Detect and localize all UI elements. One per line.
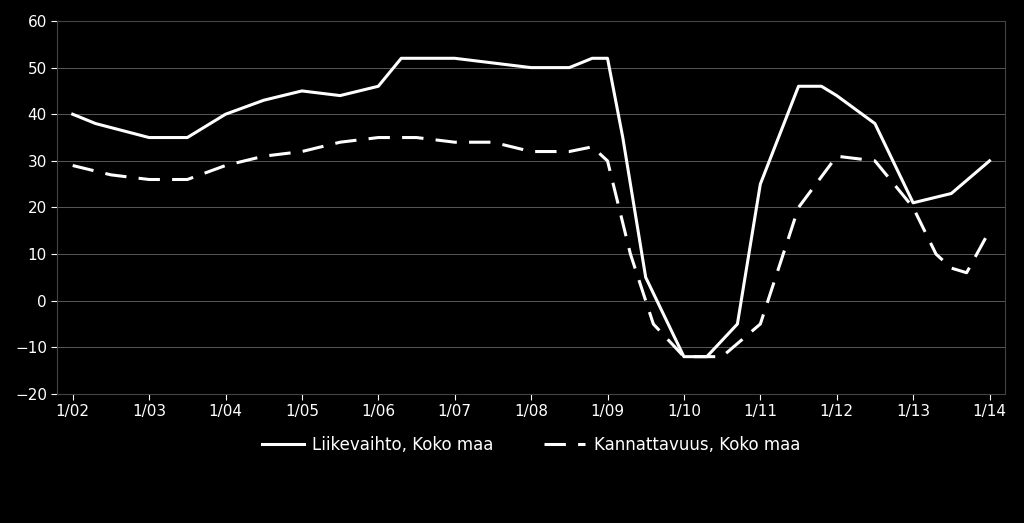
Liikevaihto, Koko maa — [983, 158, 995, 164]
Kannattavuus, Koko maa — [868, 158, 881, 164]
Liikevaihto, Koko maa — [258, 97, 270, 104]
Kannattavuus, Koko maa — [296, 149, 308, 155]
Kannattavuus, Koko maa — [411, 134, 423, 141]
Liikevaihto, Koko maa — [395, 55, 408, 61]
Legend: Liikevaihto, Koko maa, Kannattavuus, Koko maa: Liikevaihto, Koko maa, Kannattavuus, Kok… — [256, 429, 807, 460]
Liikevaihto, Koko maa — [219, 111, 231, 117]
Liikevaihto, Koko maa — [296, 88, 308, 94]
Liikevaihto, Koko maa — [815, 83, 827, 89]
Liikevaihto, Koko maa — [449, 55, 461, 61]
Kannattavuus, Koko maa — [219, 162, 231, 168]
Kannattavuus, Koko maa — [586, 144, 598, 150]
Liikevaihto, Koko maa — [678, 354, 690, 360]
Kannattavuus, Koko maa — [830, 153, 843, 160]
Liikevaihto, Koko maa — [616, 134, 629, 141]
Liikevaihto, Koko maa — [907, 200, 920, 206]
Kannattavuus, Koko maa — [449, 139, 461, 145]
Liikevaihto, Koko maa — [601, 55, 613, 61]
Line: Kannattavuus, Koko maa: Kannattavuus, Koko maa — [73, 138, 989, 357]
Kannattavuus, Koko maa — [104, 172, 117, 178]
Kannattavuus, Koko maa — [769, 274, 781, 280]
Kannattavuus, Koko maa — [143, 176, 156, 183]
Liikevaihto, Koko maa — [640, 274, 652, 280]
Kannattavuus, Koko maa — [754, 321, 766, 327]
Liikevaihto, Koko maa — [181, 134, 194, 141]
Kannattavuus, Koko maa — [930, 251, 942, 257]
Kannattavuus, Koko maa — [945, 265, 957, 271]
Kannattavuus, Koko maa — [372, 134, 384, 141]
Liikevaihto, Koko maa — [586, 55, 598, 61]
Kannattavuus, Koko maa — [983, 228, 995, 234]
Kannattavuus, Koko maa — [793, 204, 805, 211]
Kannattavuus, Koko maa — [181, 176, 194, 183]
Kannattavuus, Koko maa — [67, 162, 79, 168]
Kannattavuus, Koko maa — [647, 321, 659, 327]
Kannattavuus, Koko maa — [334, 139, 346, 145]
Liikevaihto, Koko maa — [89, 120, 101, 127]
Liikevaihto, Koko maa — [426, 55, 438, 61]
Liikevaihto, Koko maa — [486, 60, 499, 66]
Liikevaihto, Koko maa — [525, 64, 538, 71]
Line: Liikevaihto, Koko maa: Liikevaihto, Koko maa — [73, 58, 989, 357]
Kannattavuus, Koko maa — [525, 149, 538, 155]
Kannattavuus, Koko maa — [486, 139, 499, 145]
Kannattavuus, Koko maa — [625, 251, 637, 257]
Kannattavuus, Koko maa — [601, 158, 613, 164]
Kannattavuus, Koko maa — [907, 204, 920, 211]
Liikevaihto, Koko maa — [731, 321, 743, 327]
Liikevaihto, Koko maa — [830, 93, 843, 99]
Liikevaihto, Koko maa — [563, 64, 575, 71]
Liikevaihto, Koko maa — [372, 83, 384, 89]
Kannattavuus, Koko maa — [961, 269, 973, 276]
Kannattavuus, Koko maa — [716, 354, 728, 360]
Liikevaihto, Koko maa — [945, 190, 957, 197]
Liikevaihto, Koko maa — [868, 120, 881, 127]
Liikevaihto, Koko maa — [700, 354, 713, 360]
Kannattavuus, Koko maa — [258, 153, 270, 160]
Liikevaihto, Koko maa — [67, 111, 79, 117]
Liikevaihto, Koko maa — [334, 93, 346, 99]
Liikevaihto, Koko maa — [143, 134, 156, 141]
Kannattavuus, Koko maa — [563, 149, 575, 155]
Liikevaihto, Koko maa — [793, 83, 805, 89]
Kannattavuus, Koko maa — [678, 354, 690, 360]
Liikevaihto, Koko maa — [754, 181, 766, 187]
